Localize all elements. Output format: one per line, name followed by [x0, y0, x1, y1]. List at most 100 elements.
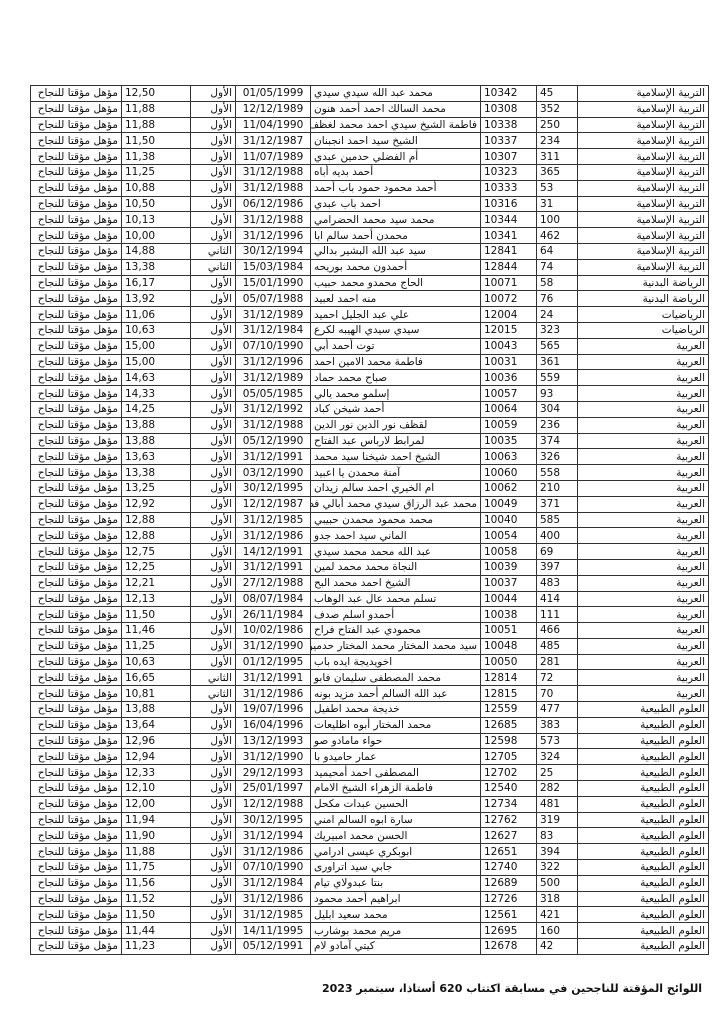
score-cell: 13,88 — [121, 432, 191, 450]
subject-cell: العربية — [577, 511, 709, 529]
status-cell: مؤهل مؤقتا للنجاح — [30, 274, 122, 292]
name-cell: فاطمة الشيخ سيدي احمد محمد لغظف — [310, 116, 481, 134]
table-row: العربية 466 10051 محمودي عبد الفتاح فراح 10/… — [30, 622, 709, 639]
score-cell: 11,25 — [121, 163, 191, 181]
table-row: العربية 93 10057 إسلمو محمد يالي 05/05/1985 ا… — [30, 385, 709, 402]
birthdate-cell: 10/02/1986 — [235, 622, 311, 639]
status-cell: مؤهل مؤقتا للنجاح — [30, 795, 122, 813]
candidate-number-cell: 462 — [536, 227, 578, 244]
table-row: العلوم الطبيعية 322 12740 جابي سيد اتراورى 0… — [30, 859, 709, 876]
score-cell: 11,94 — [121, 811, 191, 829]
session-cell: الأول — [190, 321, 236, 339]
birthdate-cell: 31/12/1988 — [235, 163, 311, 181]
candidate-number-cell: 585 — [536, 511, 578, 529]
candidate-number-cell: 100 — [536, 211, 578, 229]
status-cell: مؤهل مؤقتا للنجاح — [30, 306, 122, 323]
registration-id-cell: 12844 — [480, 258, 537, 276]
session-cell: الأول — [190, 558, 236, 576]
registration-id-cell: 10323 — [480, 163, 537, 181]
birthdate-cell: 13/12/1993 — [235, 732, 311, 750]
registration-id-cell: 12841 — [480, 242, 537, 260]
table-row: العلوم الطبيعية 319 12762 سارة ابوه السالم … — [30, 811, 709, 829]
name-cell: اخويديجة ايده باب — [310, 653, 481, 671]
session-cell: الأول — [190, 938, 236, 955]
birthdate-cell: 05/07/1988 — [235, 290, 311, 308]
candidate-number-cell: 93 — [536, 385, 578, 402]
status-cell: مؤهل مؤقتا للنجاح — [30, 637, 122, 655]
candidate-number-cell: 304 — [536, 400, 578, 418]
birthdate-cell: 25/01/1997 — [235, 780, 311, 797]
status-cell: مؤهل مؤقتا للنجاح — [30, 227, 122, 244]
subject-cell: التربية الإسلامية — [577, 132, 709, 150]
status-cell: مؤهل مؤقتا للنجاح — [30, 242, 122, 260]
registration-id-cell: 10037 — [480, 574, 537, 592]
session-cell: الثاني — [190, 669, 236, 687]
candidate-number-cell: 250 — [536, 116, 578, 134]
table-row: العلوم الطبيعية 477 12559 خديجة محمد اطفيل 1… — [30, 701, 709, 718]
session-cell: الأول — [190, 511, 236, 529]
subject-cell: الرياضيات — [577, 306, 709, 323]
registration-id-cell: 10071 — [480, 274, 537, 292]
session-cell: الأول — [190, 543, 236, 560]
registration-id-cell: 12689 — [480, 874, 537, 892]
subject-cell: العلوم الطبيعية — [577, 938, 709, 955]
status-cell: مؤهل مؤقتا للنجاح — [30, 906, 122, 924]
subject-cell: العلوم الطبيعية — [577, 732, 709, 750]
name-cell: النجاة محمد محمد لمين — [310, 558, 481, 576]
name-cell: أحمدون محمد بوريحه — [310, 258, 481, 276]
name-cell: سيد محمد المختار محمد المختار حدمين — [310, 637, 481, 655]
score-cell: 11,88 — [121, 100, 191, 118]
table-row: العلوم الطبيعية 573 12598 حواء مامادو صو 13/… — [30, 732, 709, 750]
name-cell: بنتا عبدولاي تيام — [310, 874, 481, 892]
status-cell: مؤهل مؤقتا للنجاح — [30, 448, 122, 466]
score-cell: 12,21 — [121, 574, 191, 592]
session-cell: الأول — [190, 416, 236, 434]
candidate-number-cell: 72 — [536, 669, 578, 687]
table-row: التربية الإسلامية 74 12844 أحمدون محمد بوري… — [30, 258, 709, 276]
table-row: العربية 400 10054 الماني سيد احمد جدو 31/12/… — [30, 527, 709, 545]
table-row: العلوم الطبيعية 318 12726 ابراهيم أحمد محمو… — [30, 890, 709, 908]
birthdate-cell: 26/11/1984 — [235, 606, 311, 624]
session-cell: الأول — [190, 780, 236, 797]
table-row: التربية الإسلامية 45 10342 محمد عبد الله سي… — [30, 85, 709, 102]
session-cell: الأول — [190, 464, 236, 481]
session-cell: الأول — [190, 290, 236, 308]
registration-id-cell: 12559 — [480, 701, 537, 718]
session-cell: الأول — [190, 716, 236, 734]
registration-id-cell: 10039 — [480, 558, 537, 576]
table-row: العلوم الطبيعية 481 12734 الحسين عبدات مكحل… — [30, 795, 709, 813]
score-cell: 11,38 — [121, 148, 191, 165]
status-cell: مؤهل مؤقتا للنجاح — [30, 211, 122, 229]
session-cell: الأول — [190, 148, 236, 165]
session-cell: الأول — [190, 227, 236, 244]
name-cell: محمد سيد محمد الحضرامي — [310, 211, 481, 229]
name-cell: علي عبد الجليل احميد — [310, 306, 481, 323]
status-cell: مؤهل مؤقتا للنجاح — [30, 353, 122, 371]
table-row: العربية 414 10044 تسلم محمد عال عبد الوهاب 0… — [30, 590, 709, 608]
status-cell: مؤهل مؤقتا للنجاح — [30, 385, 122, 402]
subject-cell: العربية — [577, 385, 709, 402]
name-cell: فاطمة الزهراء الشيخ الامام — [310, 780, 481, 797]
registration-id-cell: 10342 — [480, 85, 537, 102]
birthdate-cell: 01/12/1995 — [235, 653, 311, 671]
score-cell: 12,25 — [121, 558, 191, 576]
status-cell: مؤهل مؤقتا للنجاح — [30, 827, 122, 845]
birthdate-cell: 06/12/1986 — [235, 195, 311, 213]
birthdate-cell: 08/07/1984 — [235, 590, 311, 608]
table-row: العربية 326 10063 الشيخ احمد شيخنا سيد محمد… — [30, 448, 709, 466]
subject-cell: التربية الإسلامية — [577, 100, 709, 118]
candidate-number-cell: 210 — [536, 479, 578, 497]
results-table: التربية الإسلامية 45 10342 محمد عبد الله سي… — [30, 85, 709, 955]
subject-cell: الرياضة البدنية — [577, 274, 709, 292]
table-row: العلوم الطبيعية 42 12678 كيتي آمادو لام 05/1… — [30, 938, 709, 955]
candidate-number-cell: 25 — [536, 764, 578, 782]
birthdate-cell: 31/12/1992 — [235, 400, 311, 418]
birthdate-cell: 05/05/1985 — [235, 385, 311, 402]
birthdate-cell: 31/12/1990 — [235, 748, 311, 766]
status-cell: مؤهل مؤقتا للنجاح — [30, 479, 122, 497]
subject-cell: العربية — [577, 337, 709, 355]
subject-cell: العربية — [577, 527, 709, 545]
name-cell: آمنة محمدن يا اعبيد — [310, 464, 481, 481]
registration-id-cell: 10038 — [480, 606, 537, 624]
name-cell: أحمد بديه أباه — [310, 163, 481, 181]
